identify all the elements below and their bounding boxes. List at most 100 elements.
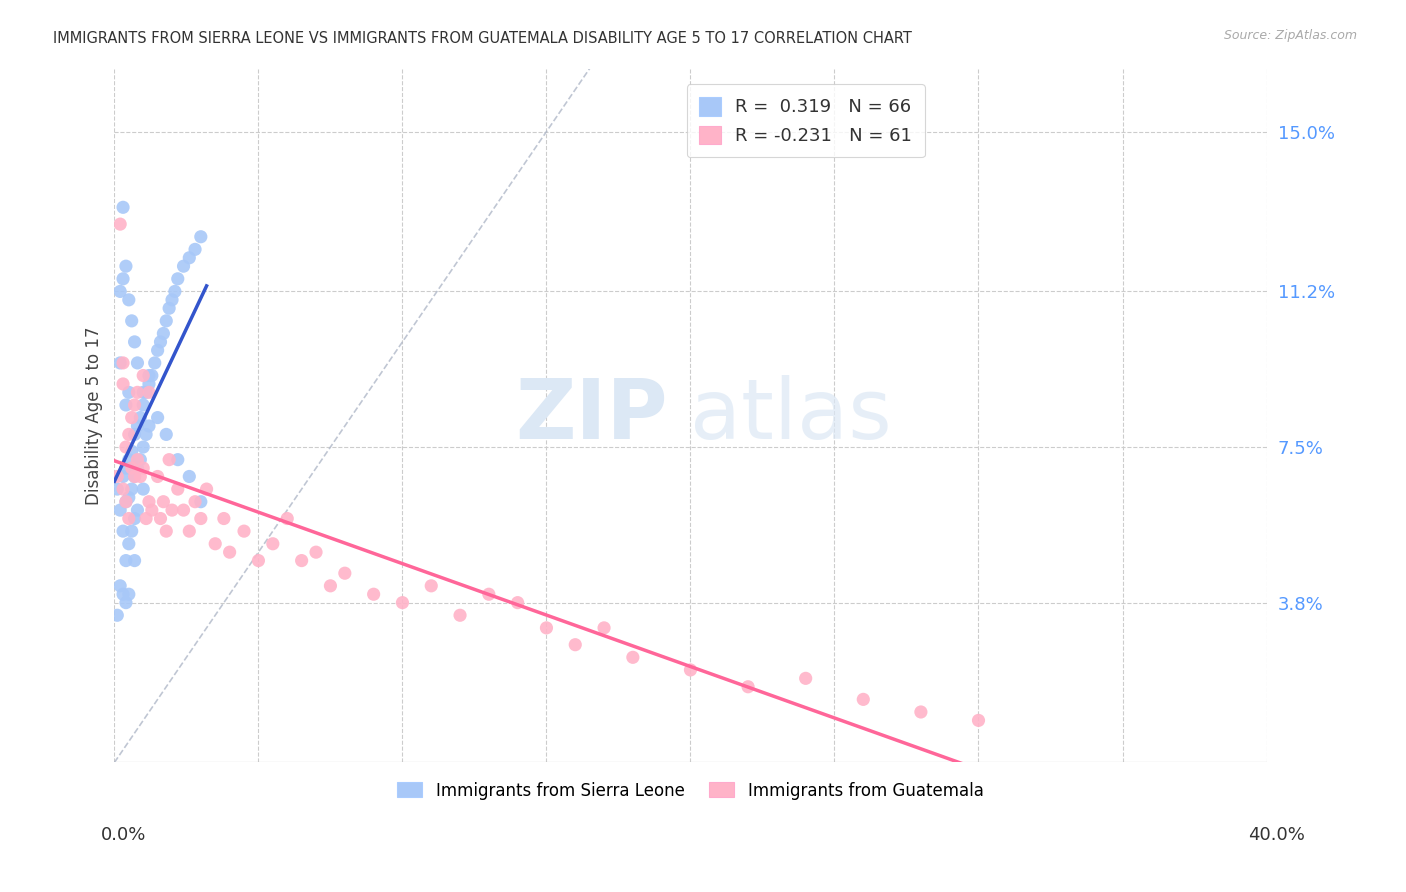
Point — [536, 621, 558, 635]
Point — [112, 482, 135, 496]
Point — [305, 545, 328, 559]
Point — [115, 259, 138, 273]
Point — [276, 511, 298, 525]
Point — [115, 398, 138, 412]
Point — [155, 427, 177, 442]
Point — [127, 503, 149, 517]
Point — [132, 368, 155, 383]
Point — [118, 511, 141, 525]
Point — [173, 259, 195, 273]
Point — [852, 692, 875, 706]
Point — [291, 553, 314, 567]
Point — [118, 385, 141, 400]
Text: IMMIGRANTS FROM SIERRA LEONE VS IMMIGRANTS FROM GUATEMALA DISABILITY AGE 5 TO 17: IMMIGRANTS FROM SIERRA LEONE VS IMMIGRAN… — [53, 31, 912, 46]
Point — [129, 452, 152, 467]
Point — [204, 537, 226, 551]
Text: atlas: atlas — [690, 375, 893, 456]
Point — [138, 385, 160, 400]
Point — [152, 494, 174, 508]
Point — [173, 503, 195, 517]
Point — [112, 356, 135, 370]
Point — [184, 494, 207, 508]
Point — [108, 285, 131, 299]
Text: Source: ZipAtlas.com: Source: ZipAtlas.com — [1223, 29, 1357, 42]
Point — [127, 356, 149, 370]
Point — [478, 587, 501, 601]
Point — [135, 427, 157, 442]
Point — [115, 440, 138, 454]
Point — [363, 587, 385, 601]
Point — [121, 461, 143, 475]
Point — [420, 579, 443, 593]
Point — [166, 482, 188, 496]
Point — [179, 524, 201, 538]
Point — [138, 494, 160, 508]
Point — [794, 671, 817, 685]
Point — [141, 368, 163, 383]
Point — [127, 461, 149, 475]
Point — [179, 251, 201, 265]
Point — [115, 494, 138, 508]
Point — [333, 566, 356, 581]
Point — [115, 494, 138, 508]
Point — [121, 524, 143, 538]
Point — [118, 293, 141, 307]
Point — [190, 511, 212, 525]
Point — [157, 301, 180, 316]
Point — [124, 511, 146, 525]
Point — [118, 427, 141, 442]
Point — [127, 452, 149, 467]
Point — [212, 511, 235, 525]
Point — [160, 293, 183, 307]
Point — [132, 461, 155, 475]
Point — [146, 343, 169, 358]
Point — [166, 452, 188, 467]
Point — [115, 553, 138, 567]
Point — [112, 376, 135, 391]
Point — [737, 680, 759, 694]
Point — [160, 503, 183, 517]
Point — [166, 272, 188, 286]
Point — [138, 419, 160, 434]
Point — [118, 537, 141, 551]
Point — [621, 650, 644, 665]
Y-axis label: Disability Age 5 to 17: Disability Age 5 to 17 — [86, 326, 103, 505]
Point — [155, 524, 177, 538]
Point — [179, 469, 201, 483]
Point — [143, 356, 166, 370]
Point — [124, 469, 146, 483]
Point — [149, 334, 172, 349]
Point — [184, 243, 207, 257]
Text: 0.0%: 0.0% — [101, 826, 146, 844]
Point — [112, 587, 135, 601]
Point — [124, 398, 146, 412]
Point — [967, 714, 990, 728]
Point — [121, 482, 143, 496]
Point — [132, 440, 155, 454]
Point — [157, 452, 180, 467]
Point — [121, 314, 143, 328]
Point — [118, 587, 141, 601]
Point — [247, 553, 270, 567]
Point — [127, 385, 149, 400]
Point — [155, 314, 177, 328]
Point — [152, 326, 174, 341]
Point — [124, 553, 146, 567]
Point — [124, 427, 146, 442]
Point — [135, 385, 157, 400]
Point — [129, 410, 152, 425]
Point — [262, 537, 284, 551]
Point — [112, 272, 135, 286]
Point — [146, 469, 169, 483]
Point — [163, 285, 186, 299]
Point — [218, 545, 240, 559]
Point — [506, 596, 529, 610]
Point — [233, 524, 256, 538]
Point — [319, 579, 342, 593]
Point — [108, 356, 131, 370]
Point — [391, 596, 413, 610]
Point — [124, 469, 146, 483]
Point — [132, 482, 155, 496]
Point — [132, 385, 155, 400]
Point — [124, 334, 146, 349]
